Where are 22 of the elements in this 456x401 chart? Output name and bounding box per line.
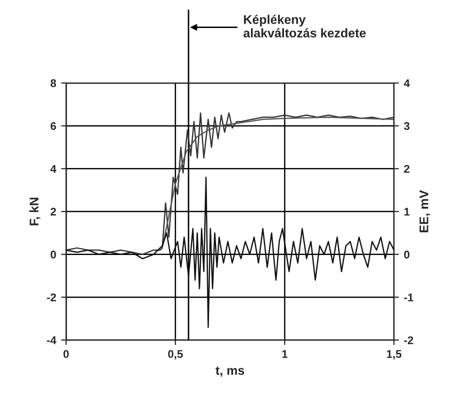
y-tick-label: 0 [50, 250, 56, 259]
y2-tick-label: 2 [404, 164, 410, 173]
x-tick-label: 0,5 [168, 350, 183, 360]
y2-tick-label: -2 [404, 336, 414, 344]
y-tick-label: 4 [50, 165, 56, 173]
y-tick-label: -4 [46, 336, 56, 344]
x-tick-label: 1 [282, 350, 288, 358]
x-tick-label: 1,5 [386, 350, 402, 360]
y2-tick-label: 4 [404, 79, 410, 88]
y2-tick-label: 3 [404, 122, 410, 130]
y2-tick-label: -1 [404, 294, 414, 302]
y2-tick-label: 1 [404, 208, 410, 216]
y-tick-label: 8 [50, 79, 56, 88]
y2-tick-label: 0 [404, 250, 410, 259]
y-tick-label: 6 [50, 122, 56, 130]
y-tick-label: -2 [46, 293, 56, 302]
x-axis-title: t, ms [216, 366, 244, 377]
y-axis-title: F, kN [29, 198, 40, 226]
x-tick-label: 0 [63, 350, 69, 358]
y2-axis-title: EE, mV [420, 190, 430, 232]
y-tick-label: 2 [50, 208, 56, 216]
ref-line-label: Képlékeny alakváltozás kezdete [244, 14, 366, 38]
